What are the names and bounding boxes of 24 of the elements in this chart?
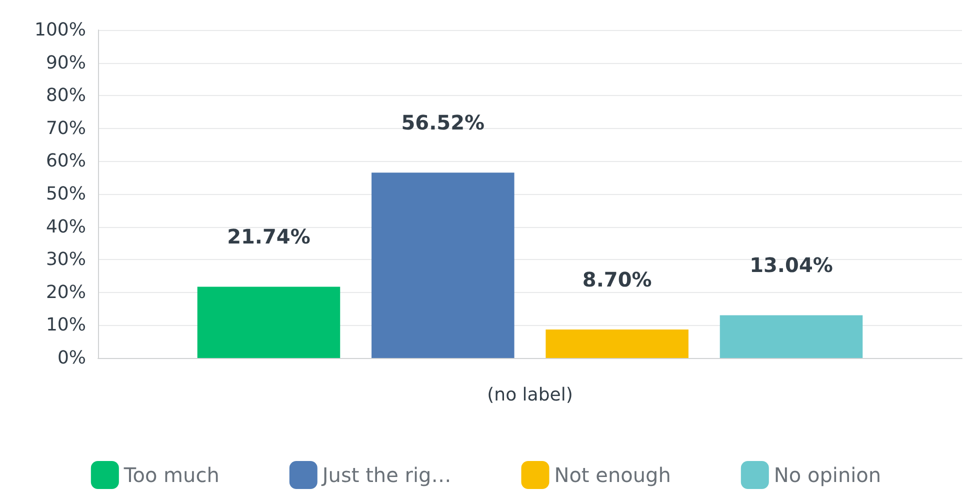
y-tick-label: 100%	[34, 20, 86, 40]
y-tick-label: 80%	[46, 85, 86, 106]
legend-label: No opinion	[774, 463, 882, 487]
legend-label: Not enough	[554, 463, 671, 487]
data-label: 13.04%	[750, 253, 833, 278]
legend-label: Just the rig…	[320, 463, 452, 487]
data-label: 21.74%	[227, 224, 310, 249]
y-tick-label: 90%	[46, 52, 86, 74]
y-tick-label: 10%	[46, 314, 86, 336]
bar	[720, 315, 863, 358]
y-tick-label: 50%	[46, 184, 86, 204]
data-label: 56.52%	[401, 110, 485, 135]
y-tick-label: 60%	[46, 150, 86, 172]
bar	[546, 329, 688, 358]
y-tick-label: 30%	[46, 249, 86, 270]
bar	[197, 286, 340, 358]
legend-label: Too much	[122, 463, 220, 487]
y-tick-label: 0%	[57, 348, 86, 368]
y-tick-label: 40%	[46, 216, 86, 238]
y-tick-label: 20%	[46, 282, 86, 303]
y-tick-label: 70%	[46, 118, 86, 139]
data-label: 8.70%	[582, 267, 652, 292]
bar	[372, 172, 514, 358]
x-tick-label: (no label)	[487, 384, 573, 406]
